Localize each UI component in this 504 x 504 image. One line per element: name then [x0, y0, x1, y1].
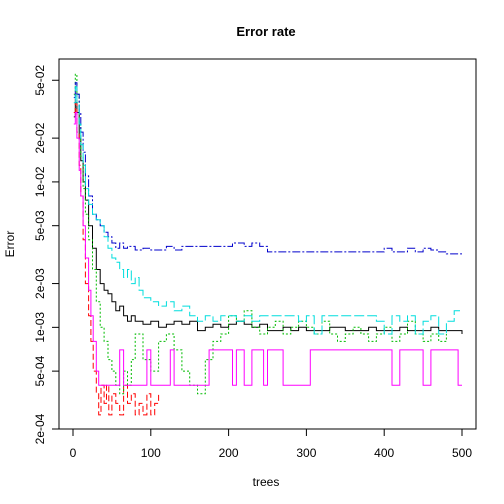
- y-tick-label: 1e-03: [33, 312, 47, 343]
- x-tick-label: 0: [70, 446, 77, 460]
- y-tick-label: 5e-04: [33, 355, 47, 386]
- y-tick-label: 1e-02: [33, 166, 47, 197]
- x-axis-label: trees: [253, 475, 280, 489]
- series-line-2: [73, 93, 160, 416]
- y-tick-label: 5e-02: [33, 65, 47, 96]
- series-line-4: [73, 82, 462, 255]
- x-tick-label: 400: [374, 446, 394, 460]
- y-axis: 2e-04 5e-04 1e-03 2e-03 5e-03 1e-02 2e-02 5e-02: [33, 65, 60, 444]
- series-line-6: [73, 112, 462, 386]
- y-tick-label: 2e-04: [33, 413, 47, 444]
- x-tick-label: 500: [452, 446, 472, 460]
- x-tick-label: 200: [219, 446, 239, 460]
- series-line-3: [73, 73, 447, 395]
- x-tick-label: 100: [141, 446, 161, 460]
- x-axis: 0 100 200 300 400 500: [70, 428, 472, 460]
- y-tick-label: 5e-03: [33, 210, 47, 241]
- y-tick-label: 2e-03: [33, 268, 47, 299]
- y-tick-label: 2e-02: [33, 122, 47, 153]
- x-tick-label: 300: [296, 446, 316, 460]
- y-axis-label: Error: [3, 231, 17, 258]
- series-line-5: [73, 86, 462, 335]
- series-layer: [73, 73, 463, 416]
- series-line-1: [73, 102, 463, 334]
- chart-title: Error rate: [236, 24, 295, 39]
